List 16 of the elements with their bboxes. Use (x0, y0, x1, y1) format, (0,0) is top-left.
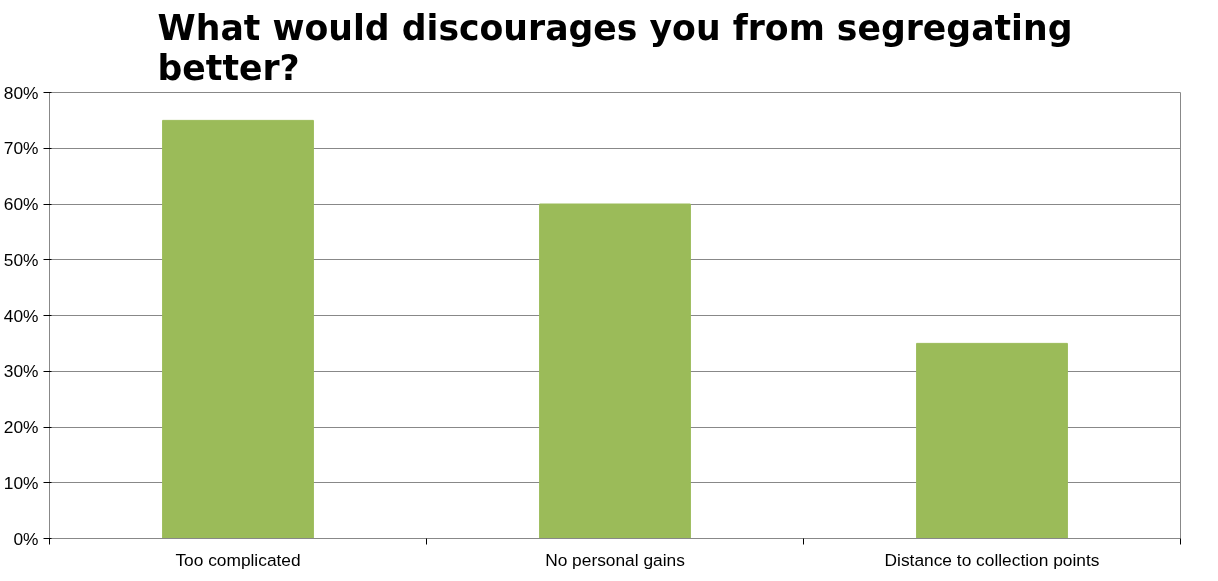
x-tick-label: Distance to collection points (884, 549, 1100, 570)
y-tick-label: 20% (3, 417, 39, 437)
bar (162, 119, 314, 539)
y-tick-label: 50% (3, 249, 39, 270)
chart-title: What would discourages you from segregating better? (157, 7, 1073, 88)
y-tick-label: 80% (3, 82, 39, 103)
y-tick-label: 60% (3, 194, 39, 214)
y-tick-label: 70% (3, 138, 39, 159)
x-tick-label: No personal gains (545, 549, 686, 570)
x-tick-label: Too complicated (175, 549, 301, 570)
y-tick-label: 30% (3, 361, 39, 382)
y-tick-label: 0% (13, 528, 39, 549)
y-tick-label: 40% (3, 305, 39, 326)
bar (916, 342, 1068, 539)
bar (539, 203, 691, 539)
y-tick-label: 10% (3, 472, 39, 493)
